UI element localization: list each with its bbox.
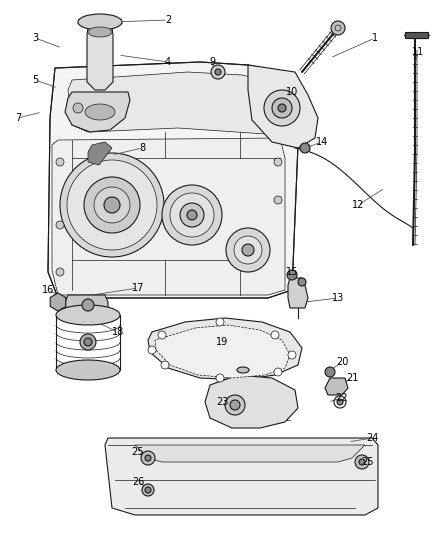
Polygon shape: [65, 92, 130, 132]
Circle shape: [278, 104, 286, 112]
Circle shape: [187, 210, 197, 220]
Circle shape: [56, 158, 64, 166]
Polygon shape: [325, 378, 348, 395]
Circle shape: [331, 21, 345, 35]
Text: 7: 7: [15, 113, 21, 123]
Circle shape: [216, 318, 224, 326]
Polygon shape: [65, 295, 108, 315]
Circle shape: [104, 197, 120, 213]
Ellipse shape: [85, 104, 115, 120]
Text: 18: 18: [112, 327, 124, 337]
Ellipse shape: [237, 367, 249, 373]
Polygon shape: [88, 142, 112, 165]
Polygon shape: [248, 65, 318, 148]
Circle shape: [141, 451, 155, 465]
Polygon shape: [50, 293, 66, 311]
Text: 2: 2: [165, 15, 171, 25]
Circle shape: [359, 459, 365, 465]
Text: 21: 21: [346, 373, 358, 383]
Polygon shape: [288, 278, 308, 308]
Polygon shape: [205, 375, 298, 428]
Text: 23: 23: [216, 397, 228, 407]
Circle shape: [300, 143, 310, 153]
Text: 17: 17: [132, 283, 144, 293]
Text: 19: 19: [216, 337, 228, 347]
Circle shape: [230, 400, 240, 410]
Text: 13: 13: [332, 293, 344, 303]
Polygon shape: [148, 318, 302, 380]
Circle shape: [211, 65, 225, 79]
Ellipse shape: [56, 305, 120, 325]
Text: 8: 8: [139, 143, 145, 153]
Circle shape: [73, 103, 83, 113]
Polygon shape: [68, 72, 288, 135]
Text: 25: 25: [362, 457, 374, 467]
Circle shape: [161, 361, 169, 369]
Polygon shape: [52, 138, 285, 295]
Circle shape: [216, 374, 224, 382]
Circle shape: [60, 153, 164, 257]
Circle shape: [325, 367, 335, 377]
Circle shape: [242, 244, 254, 256]
Circle shape: [56, 221, 64, 229]
Circle shape: [337, 399, 343, 405]
Text: 3: 3: [32, 33, 38, 43]
Text: 1: 1: [372, 33, 378, 43]
Text: 5: 5: [32, 75, 38, 85]
Circle shape: [158, 331, 166, 339]
Text: 25: 25: [132, 447, 144, 457]
Circle shape: [298, 278, 306, 286]
Circle shape: [94, 187, 130, 223]
Circle shape: [84, 338, 92, 346]
Text: 12: 12: [352, 200, 364, 210]
Circle shape: [234, 236, 262, 264]
Text: 4: 4: [165, 57, 171, 67]
Circle shape: [288, 351, 296, 359]
Circle shape: [80, 334, 96, 350]
Circle shape: [170, 193, 214, 237]
Polygon shape: [135, 445, 365, 462]
Circle shape: [355, 455, 369, 469]
Circle shape: [145, 487, 151, 493]
Polygon shape: [48, 62, 302, 298]
Text: 26: 26: [132, 477, 144, 487]
Circle shape: [162, 185, 222, 245]
Text: 20: 20: [336, 357, 348, 367]
Circle shape: [148, 346, 156, 354]
Polygon shape: [87, 28, 113, 90]
Circle shape: [264, 90, 300, 126]
Circle shape: [274, 196, 282, 204]
Circle shape: [67, 160, 157, 250]
Text: 15: 15: [286, 267, 298, 277]
Circle shape: [145, 455, 151, 461]
Circle shape: [272, 98, 292, 118]
Circle shape: [56, 268, 64, 276]
Circle shape: [84, 177, 140, 233]
Text: 14: 14: [316, 137, 328, 147]
Circle shape: [180, 203, 204, 227]
Text: 24: 24: [366, 433, 378, 443]
Polygon shape: [105, 438, 378, 515]
Text: 9: 9: [209, 57, 215, 67]
Circle shape: [225, 395, 245, 415]
Circle shape: [287, 270, 297, 280]
Text: 22: 22: [336, 393, 348, 403]
Circle shape: [274, 368, 282, 376]
Circle shape: [226, 228, 270, 272]
Polygon shape: [155, 325, 290, 378]
Ellipse shape: [78, 14, 122, 30]
Polygon shape: [405, 32, 428, 38]
Ellipse shape: [88, 27, 112, 37]
Circle shape: [274, 158, 282, 166]
Text: 10: 10: [286, 87, 298, 97]
Circle shape: [271, 331, 279, 339]
Text: 11: 11: [412, 47, 424, 57]
Ellipse shape: [56, 360, 120, 380]
Circle shape: [215, 69, 221, 75]
Circle shape: [142, 484, 154, 496]
Circle shape: [82, 299, 94, 311]
Text: 16: 16: [42, 285, 54, 295]
